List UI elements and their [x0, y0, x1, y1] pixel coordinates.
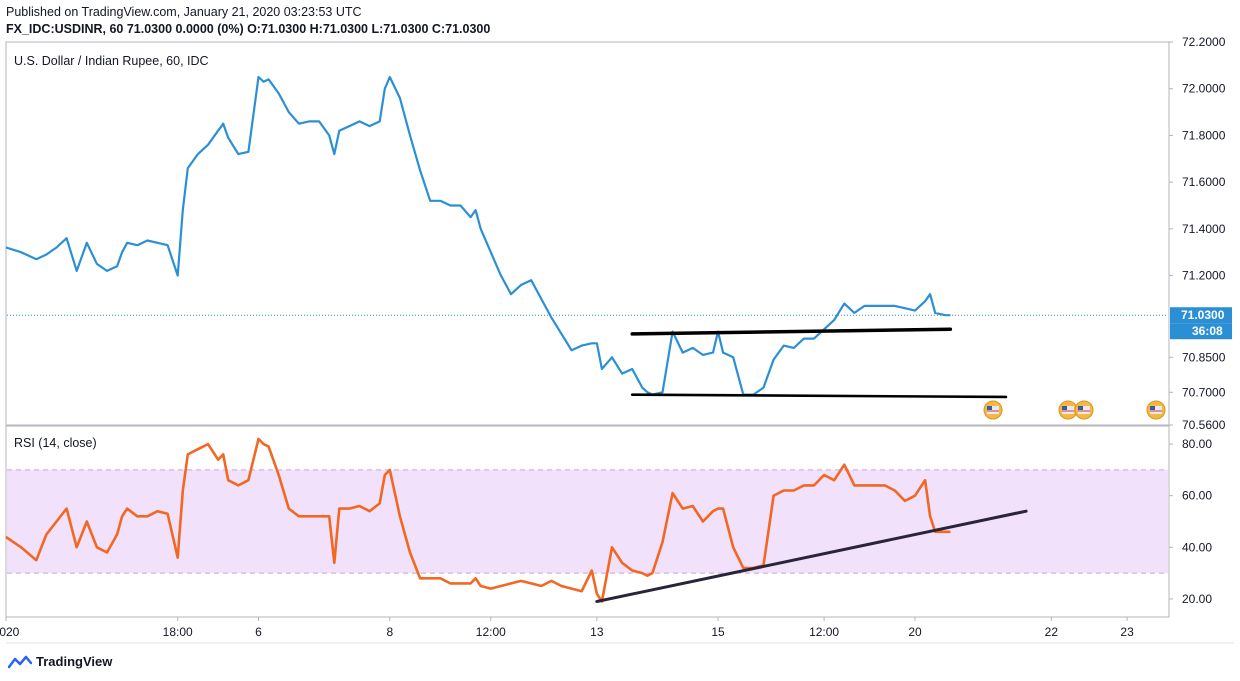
countdown-label: 36:08	[1192, 324, 1223, 338]
last-price-label: 71.0300	[1181, 308, 1225, 322]
tradingview-footer[interactable]: TradingView	[8, 654, 112, 669]
time-axis-label: 2020	[0, 625, 20, 639]
event-flag-field	[1078, 406, 1090, 414]
last-price-badge	[1170, 307, 1232, 324]
time-axis-label: 12:00	[476, 625, 506, 639]
event-flag-field	[987, 406, 999, 414]
time-axis-label: 12:00	[809, 625, 839, 639]
us-event-flag-icon[interactable]	[983, 400, 1003, 420]
axis-layer: 72.2000 72.0000 71.8000 71.6000 71.4000 71.20…	[0, 35, 1232, 639]
price-pane-frame	[5, 41, 1170, 426]
time-axis-label: 18:00	[163, 625, 193, 639]
price-series-line	[5, 75, 951, 396]
trendline-layer[interactable]	[595, 327, 1028, 604]
rsi-axis-label: 60.00	[1182, 489, 1212, 503]
price-trendline-2[interactable]	[630, 393, 1008, 399]
published-line: Published on TradingView.com, January 21…	[6, 5, 362, 19]
rsi-axis-label: 40.00	[1182, 540, 1212, 554]
event-flag-canton	[1150, 406, 1155, 410]
rsi-pane-title: RSI (14, close)	[14, 436, 97, 450]
time-axis-label: 13	[590, 625, 604, 639]
time-axis-label: 23	[1120, 625, 1134, 639]
tradingview-brand: TradingView	[36, 654, 113, 669]
rsi-series-layer	[5, 437, 951, 603]
price-pane-title: U.S. Dollar / Indian Rupee, 60, IDC	[14, 54, 209, 68]
rsi-series-line	[5, 437, 951, 603]
event-flag-canton	[1062, 406, 1067, 410]
event-flag-field	[1150, 406, 1162, 414]
price-axis-label: 72.0000	[1182, 82, 1226, 96]
event-flag-canton	[1078, 406, 1083, 410]
event-markers[interactable]	[983, 400, 1166, 420]
price-axis-label: 71.6000	[1182, 175, 1226, 189]
countdown-badge	[1170, 323, 1232, 340]
price-series-layer	[5, 75, 1168, 396]
time-axis-label: 6	[255, 625, 262, 639]
price-axis-label: 72.2000	[1182, 35, 1226, 49]
rsi-axis-label: 20.00	[1182, 592, 1212, 606]
us-event-flag-icon[interactable]	[1074, 400, 1094, 420]
tradingview-logo-icon	[8, 655, 32, 668]
price-axis-label: 71.2000	[1182, 269, 1226, 283]
price-axis-label: 70.8500	[1182, 350, 1226, 364]
rsi-axis-label: 80.00	[1182, 437, 1212, 451]
event-flag-canton	[987, 406, 992, 410]
time-axis-label: 22	[1045, 625, 1059, 639]
event-flag-field	[1062, 406, 1074, 414]
symbol-ohlc-line: FX_IDC:USDINR, 60 71.0300 0.0000 (0%) O:…	[6, 22, 491, 36]
price-trendline-1[interactable]	[630, 327, 953, 336]
price-axis-label: 70.7000	[1182, 385, 1226, 399]
us-event-flag-icon[interactable]	[1058, 400, 1078, 420]
price-axis-label: 71.4000	[1182, 222, 1226, 236]
price-axis-label: 70.5600	[1182, 418, 1226, 432]
time-axis-label: 8	[386, 625, 393, 639]
price-axis-label: 71.8000	[1182, 128, 1226, 142]
rsi-trendline[interactable]	[595, 509, 1028, 604]
us-event-flag-icon[interactable]	[1146, 400, 1166, 420]
time-axis-label: 20	[908, 625, 922, 639]
time-axis-label: 15	[711, 625, 725, 639]
